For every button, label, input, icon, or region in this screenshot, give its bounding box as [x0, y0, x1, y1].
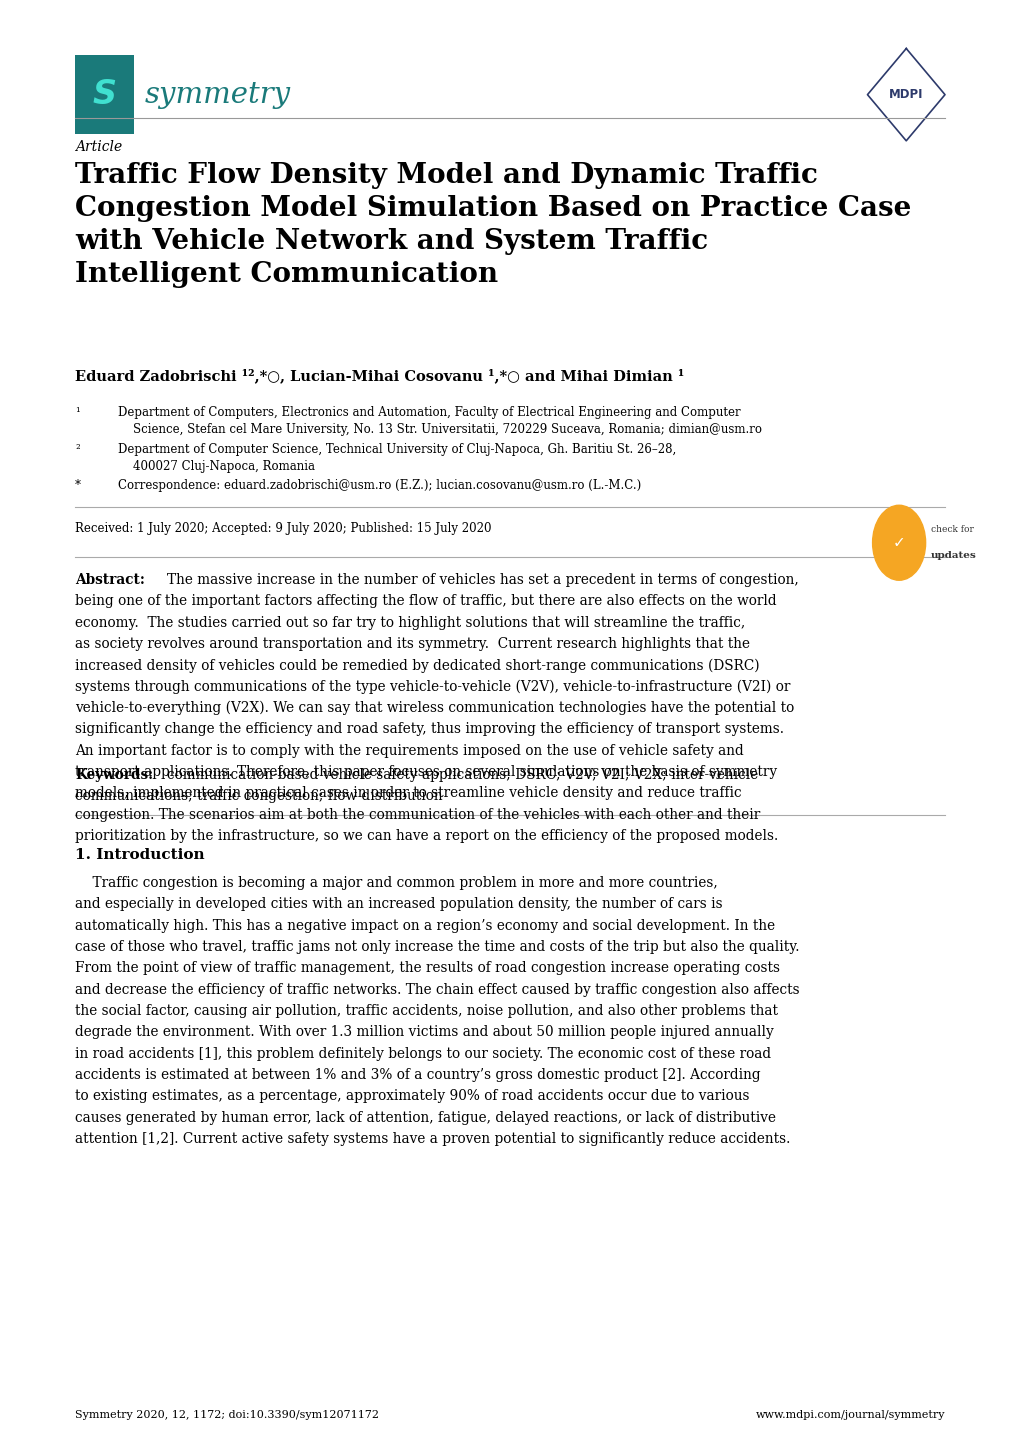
Text: Traffic Flow Density Model and Dynamic Traffic
Congestion Model Simulation Based: Traffic Flow Density Model and Dynamic T… — [75, 162, 911, 287]
Text: Article: Article — [75, 140, 122, 154]
Text: Abstract:: Abstract: — [75, 572, 145, 587]
Text: www.mdpi.com/journal/symmetry: www.mdpi.com/journal/symmetry — [755, 1410, 944, 1420]
Text: to existing estimates, as a percentage, approximately 90% of road accidents occu: to existing estimates, as a percentage, … — [75, 1089, 749, 1103]
Text: being one of the important factors affecting the flow of traffic, but there are : being one of the important factors affec… — [75, 594, 775, 609]
Text: prioritization by the infrastructure, so we can have a report on the efficiency : prioritization by the infrastructure, so… — [75, 829, 777, 844]
Text: economy.  The studies carried out so far try to highlight solutions that will st: economy. The studies carried out so far … — [75, 616, 745, 630]
Text: ¹: ¹ — [75, 407, 79, 420]
Text: increased density of vehicles could be remedied by dedicated short-range communi: increased density of vehicles could be r… — [75, 659, 759, 673]
Text: 1. Introduction: 1. Introduction — [75, 848, 205, 862]
Text: case of those who travel, traffic jams not only increase the time and costs of t: case of those who travel, traffic jams n… — [75, 940, 799, 955]
Text: in road accidents [1], this problem definitely belongs to our society. The econo: in road accidents [1], this problem defi… — [75, 1047, 770, 1061]
Text: transport applications. Therefore, this paper focuses on several simulations on : transport applications. Therefore, this … — [75, 766, 776, 779]
Text: Department of Computers, Electronics and Automation, Faculty of Electrical Engin: Department of Computers, Electronics and… — [118, 407, 761, 435]
Text: updates: updates — [929, 551, 975, 561]
Text: congestion. The scenarios aim at both the communication of the vehicles with eac: congestion. The scenarios aim at both th… — [75, 808, 759, 822]
Text: symmetry: symmetry — [145, 81, 290, 108]
Text: *: * — [75, 479, 81, 492]
Text: and decrease the efficiency of traffic networks. The chain effect caused by traf: and decrease the efficiency of traffic n… — [75, 982, 799, 996]
Text: and especially in developed cities with an increased population density, the num: and especially in developed cities with … — [75, 897, 721, 911]
Text: communication-based vehicle safety applications; DSRC; V2V; V2I; V2X; inter-vehi: communication-based vehicle safety appli… — [167, 769, 757, 782]
Text: automatically high. This has a negative impact on a region’s economy and social : automatically high. This has a negative … — [75, 919, 774, 933]
Text: Received: 1 July 2020; Accepted: 9 July 2020; Published: 15 July 2020: Received: 1 July 2020; Accepted: 9 July … — [75, 522, 491, 535]
Text: Keywords:: Keywords: — [75, 769, 153, 782]
Text: attention [1,2]. Current active safety systems have a proven potential to signif: attention [1,2]. Current active safety s… — [75, 1132, 790, 1146]
Text: S: S — [93, 78, 116, 111]
Text: Correspondence: eduard.zadobrischi@usm.ro (E.Z.); lucian.cosovanu@usm.ro (L.-M.C: Correspondence: eduard.zadobrischi@usm.r… — [118, 479, 641, 492]
Text: ✓: ✓ — [892, 535, 905, 551]
FancyBboxPatch shape — [75, 55, 135, 134]
Text: Traffic congestion is becoming a major and common problem in more and more count: Traffic congestion is becoming a major a… — [75, 875, 717, 890]
Text: causes generated by human error, lack of attention, fatigue, delayed reactions, : causes generated by human error, lack of… — [75, 1110, 775, 1125]
Text: The massive increase in the number of vehicles has set a precedent in terms of c: The massive increase in the number of ve… — [167, 572, 798, 587]
Text: the social factor, causing air pollution, traffic accidents, noise pollution, an: the social factor, causing air pollution… — [75, 1004, 777, 1018]
Text: Department of Computer Science, Technical University of Cluj-Napoca, Gh. Baritiu: Department of Computer Science, Technica… — [118, 443, 676, 473]
Text: accidents is estimated at between 1% and 3% of a country’s gross domestic produc: accidents is estimated at between 1% and… — [75, 1069, 760, 1082]
Text: significantly change the efficiency and road safety, thus improving the efficien: significantly change the efficiency and … — [75, 722, 784, 737]
Text: as society revolves around transportation and its symmetry.  Current research hi: as society revolves around transportatio… — [75, 637, 749, 650]
Text: models, implemented in practical cases in order to streamline vehicle density an: models, implemented in practical cases i… — [75, 786, 741, 800]
Text: MDPI: MDPI — [889, 88, 922, 101]
Text: communications; traffic congestion; flow distribution: communications; traffic congestion; flow… — [75, 789, 442, 803]
Text: check for: check for — [929, 525, 973, 535]
Text: degrade the environment. With over 1.3 million victims and about 50 million peop: degrade the environment. With over 1.3 m… — [75, 1025, 773, 1040]
Text: Symmetry 2020, 12, 1172; doi:10.3390/sym12071172: Symmetry 2020, 12, 1172; doi:10.3390/sym… — [75, 1410, 379, 1420]
Text: systems through communications of the type vehicle-to-vehicle (V2V), vehicle-to-: systems through communications of the ty… — [75, 679, 790, 694]
Text: vehicle-to-everything (V2X). We can say that wireless communication technologies: vehicle-to-everything (V2X). We can say … — [75, 701, 794, 715]
Text: An important factor is to comply with the requirements imposed on the use of veh: An important factor is to comply with th… — [75, 744, 743, 757]
Text: Eduard Zadobrischi ¹²,*○, Lucian-Mihai Cosovanu ¹,*○ and Mihai Dimian ¹: Eduard Zadobrischi ¹²,*○, Lucian-Mihai C… — [75, 368, 684, 382]
Text: From the point of view of traffic management, the results of road congestion inc: From the point of view of traffic manage… — [75, 962, 780, 975]
Circle shape — [871, 505, 924, 580]
Text: ²: ² — [75, 443, 79, 456]
